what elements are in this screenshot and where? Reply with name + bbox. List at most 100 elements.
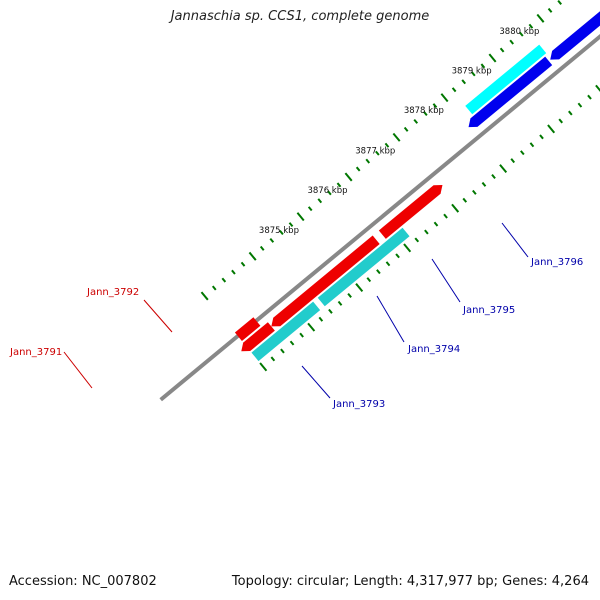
outer-tick — [307, 322, 316, 332]
outer-tick — [280, 348, 285, 354]
inner-tick — [432, 103, 438, 109]
gene-feature — [378, 184, 443, 239]
outer-tick — [568, 110, 573, 116]
outer-tick — [491, 174, 496, 179]
inner-tick — [488, 53, 497, 63]
inner-tick — [327, 190, 332, 196]
outer-tick — [385, 261, 391, 267]
outer-tick — [499, 164, 508, 174]
scale-label: 3879 kbp — [452, 67, 492, 77]
inner-tick — [221, 277, 227, 283]
inner-tick — [307, 206, 313, 212]
outer-tick — [299, 332, 304, 338]
inner-tick — [259, 245, 265, 251]
inner-tick — [384, 142, 390, 148]
inner-tick — [344, 172, 353, 182]
gene-label: Jann_3791 — [9, 347, 62, 358]
outer-tick — [443, 213, 448, 219]
inner-tick — [547, 7, 553, 13]
outer-tick — [366, 277, 372, 283]
inner-tick — [480, 63, 486, 69]
gene-feature — [468, 56, 553, 128]
backbone-line — [159, 33, 600, 402]
inner-tick — [355, 166, 361, 172]
gene-feature — [234, 317, 261, 342]
inner-tick — [200, 291, 209, 301]
inner-tick — [392, 132, 401, 142]
gene-label-leader — [301, 365, 331, 399]
backbone — [159, 33, 600, 402]
gene-feature — [465, 44, 547, 115]
gene-label: Jann_3792 — [86, 287, 139, 298]
inner-tick — [451, 87, 457, 93]
inner-tick — [499, 47, 505, 53]
labels: 3875 kbp 3876 kbp 3877 kbp 3878 kbp 3879 kbp… — [9, 27, 583, 410]
inner-tick — [423, 111, 428, 117]
map-title: Jannaschia sp. CCS1, complete genome — [170, 9, 430, 24]
gene-label-leader — [143, 299, 173, 333]
gene-label-leader — [376, 295, 405, 343]
gene-label: Jann_3794 — [407, 344, 460, 355]
outer-tick — [433, 221, 439, 227]
outer-tick — [424, 229, 429, 235]
scale-label: 3876 kbp — [307, 186, 347, 196]
inner-tick — [288, 222, 294, 228]
inner-tick — [248, 251, 257, 261]
outer-tick — [355, 283, 364, 293]
scale-label: 3878 kbp — [404, 106, 444, 116]
scale-label: 3877 kbp — [355, 146, 395, 156]
outer-tick — [328, 308, 333, 314]
gene-label-leader — [431, 258, 461, 303]
inner-tick — [240, 261, 246, 267]
outer-tick — [376, 269, 381, 275]
scale-label: 3875 kbp — [259, 226, 299, 236]
gene-label-leader — [501, 222, 529, 258]
outer-tick — [259, 362, 268, 372]
inner-tick — [375, 150, 380, 156]
inner-tick — [231, 269, 236, 275]
genome-summary: Topology: circular; Length: 4,317,977 bp… — [231, 574, 589, 589]
outer-tick — [462, 197, 468, 203]
outer-tick — [472, 189, 477, 195]
outer-tick — [289, 340, 295, 346]
gene-features — [234, 11, 600, 362]
outer-tick — [587, 94, 592, 100]
outer-tick — [529, 142, 535, 148]
inner-tick — [518, 31, 524, 37]
accession-text: Accession: NC_007802 — [9, 574, 157, 589]
outer-tick — [403, 243, 412, 253]
outer-tick — [481, 181, 487, 187]
outer-tick — [520, 150, 525, 156]
gene-feature — [251, 301, 321, 362]
gene-label-leader — [63, 351, 93, 389]
gene-feature — [241, 322, 275, 352]
scale-label: 3880 kbp — [499, 27, 539, 37]
outer-tick — [547, 124, 556, 134]
inner-tick — [461, 79, 467, 85]
outer-tick-rings — [200, 0, 600, 372]
inner-tick — [557, 0, 562, 5]
inner-tick — [509, 39, 514, 45]
gene-label: Jann_3793 — [332, 399, 385, 410]
outer-tick — [395, 253, 400, 259]
gene-feature — [271, 235, 380, 327]
outer-tick — [595, 84, 600, 92]
inner-tick — [536, 13, 545, 23]
inner-tick — [413, 118, 419, 124]
gene-label: Jann_3795 — [462, 305, 515, 316]
inner-tick — [296, 212, 305, 222]
outer-tick — [347, 292, 352, 298]
outer-tick — [318, 316, 324, 322]
inner-tick — [211, 285, 217, 291]
outer-tick — [510, 158, 516, 164]
outer-tick — [577, 102, 583, 108]
inner-tick — [365, 158, 371, 164]
inner-tick — [317, 198, 323, 204]
inner-tick — [471, 71, 476, 77]
gene-label: Jann_3796 — [530, 257, 583, 268]
outer-tick — [558, 118, 564, 124]
outer-tick — [270, 356, 276, 362]
inner-tick — [336, 182, 342, 188]
outer-tick — [451, 203, 460, 213]
